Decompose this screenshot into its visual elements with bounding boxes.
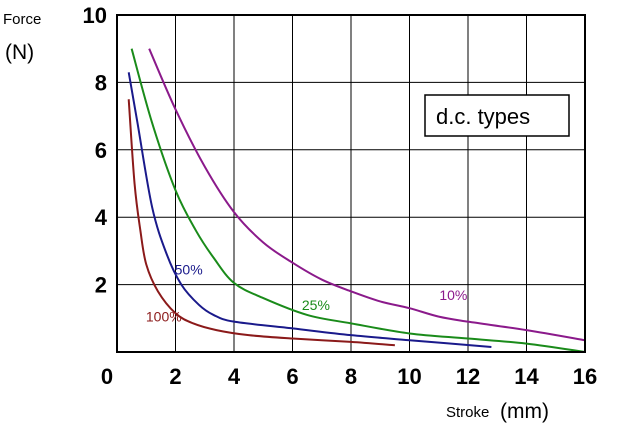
- annotation-text: d.c. types: [436, 104, 530, 129]
- series-labels: 100% 50% 25% 10%: [146, 261, 467, 324]
- x-tick-label: 10: [397, 364, 421, 389]
- plot-frame: [116, 14, 586, 353]
- x-tick-label: 0: [101, 364, 113, 389]
- x-tick-label: 8: [345, 364, 357, 389]
- y-tick-label: 6: [95, 138, 107, 163]
- x-axis-label-unit: (mm): [500, 400, 549, 423]
- x-tick-label: 2: [169, 364, 181, 389]
- series-line: [127, 72, 492, 348]
- y-axis-label-top: Force: [3, 11, 41, 28]
- y-tick-label: 4: [95, 205, 108, 230]
- x-tick-label: 14: [514, 364, 539, 389]
- y-tick-label: 10: [83, 3, 107, 28]
- tick-labels: 0 2 4 6 8 10 12 14 16 2 4 6 8 10: [83, 3, 598, 389]
- y-tick-label: 8: [95, 70, 107, 95]
- grid-lines: [117, 15, 585, 352]
- series-label: 100%: [146, 309, 182, 325]
- annotation-box: [424, 94, 570, 137]
- series-line: [148, 48, 586, 342]
- series-label: 25%: [302, 297, 330, 313]
- x-tick-label: 16: [573, 364, 597, 389]
- series-line: [130, 48, 586, 353]
- series-group: [127, 48, 586, 353]
- series-label: 10%: [439, 287, 467, 303]
- x-tick-label: 6: [286, 364, 298, 389]
- x-tick-label: 4: [228, 364, 241, 389]
- y-tick-label: 2: [95, 273, 107, 298]
- series-label: 50%: [175, 261, 203, 277]
- series-line: [127, 99, 395, 347]
- y-axis-label-unit: (N): [5, 41, 34, 64]
- x-tick-label: 12: [456, 364, 480, 389]
- x-axis-label-word: Stroke: [446, 404, 489, 421]
